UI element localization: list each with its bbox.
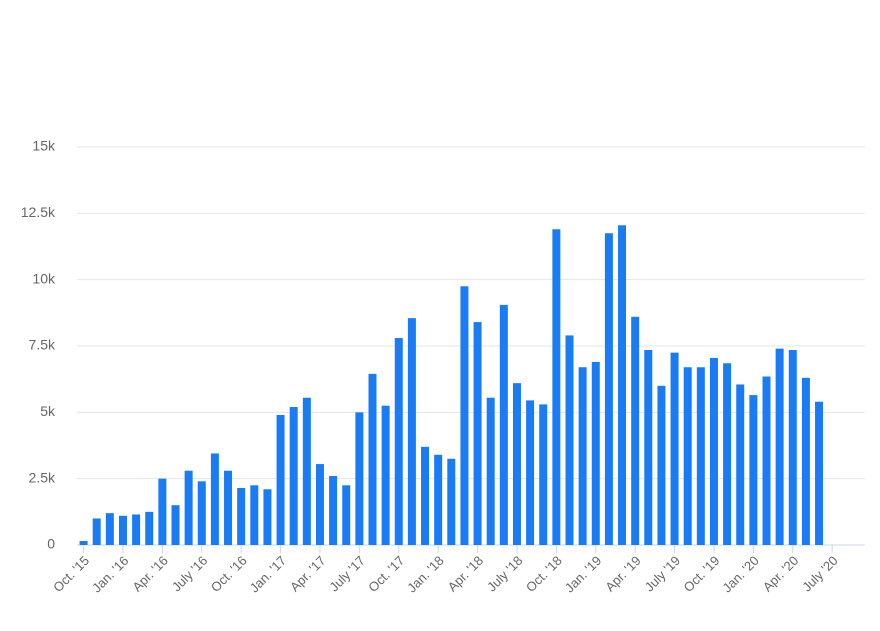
y-tick-label: 5k — [40, 403, 56, 419]
bar — [145, 511, 154, 545]
bar — [421, 446, 430, 545]
bar — [578, 367, 587, 545]
bar — [394, 338, 403, 545]
x-tick-label: July '18 — [484, 553, 525, 594]
x-tick-label: Apr. '18 — [445, 553, 486, 594]
x-tick-label: Oct. '15 — [50, 553, 92, 595]
bar — [499, 304, 508, 545]
bar — [237, 487, 246, 545]
x-tick-label: Apr. '17 — [287, 553, 328, 594]
x-tick-label: Jan. '20 — [719, 553, 762, 596]
bar — [775, 348, 784, 545]
bar — [315, 464, 324, 545]
x-tick-label: Oct. '19 — [681, 553, 723, 595]
x-tick-label: Jan. '17 — [247, 553, 290, 596]
bar — [289, 407, 298, 545]
x-tick-label: July '20 — [799, 553, 840, 594]
bar — [723, 363, 732, 545]
bar — [197, 481, 206, 545]
bar — [512, 383, 521, 545]
y-tick-label: 12.5k — [21, 204, 56, 220]
bar — [473, 322, 482, 545]
bar — [618, 225, 627, 546]
bar — [801, 377, 810, 545]
bar — [118, 515, 127, 545]
x-tick-label: Apr. '20 — [760, 553, 801, 594]
bar — [539, 404, 548, 545]
bar — [683, 367, 692, 545]
bar — [276, 414, 285, 545]
bar — [171, 505, 180, 545]
bar — [815, 401, 824, 545]
x-tick-label: Apr. '19 — [602, 553, 643, 594]
x-tick-label: July '19 — [642, 553, 683, 594]
bar — [342, 485, 351, 545]
y-tick-label: 0 — [47, 536, 55, 552]
bar — [526, 400, 535, 545]
bar — [329, 476, 338, 545]
x-tick-label: Jan. '18 — [404, 553, 447, 596]
bar — [749, 395, 758, 545]
y-tick-label: 7.5k — [29, 337, 56, 353]
bar — [355, 412, 364, 545]
bar — [709, 357, 718, 545]
bar — [631, 316, 640, 545]
bar — [263, 489, 272, 545]
bar — [368, 373, 377, 545]
bar — [486, 397, 495, 545]
bar — [604, 233, 613, 545]
bar — [132, 514, 141, 545]
bar — [670, 352, 679, 545]
bar — [788, 349, 797, 545]
bar — [381, 405, 390, 545]
x-tick-label: July '16 — [169, 553, 210, 594]
bar — [250, 485, 259, 545]
x-tick-label: Oct. '18 — [523, 553, 565, 595]
x-tick-label: Oct. '17 — [365, 553, 407, 595]
y-tick-label: 15k — [32, 138, 56, 154]
bar — [657, 385, 666, 545]
bar — [79, 541, 88, 545]
bar — [460, 286, 469, 545]
bar — [92, 518, 101, 545]
x-tick-label: July '17 — [326, 553, 367, 594]
bar — [552, 229, 561, 545]
y-tick-label: 2.5k — [29, 469, 56, 485]
bar — [591, 361, 600, 545]
bar — [224, 470, 233, 545]
bar — [434, 454, 443, 545]
bar — [644, 349, 653, 545]
bar — [210, 453, 219, 545]
bar — [736, 384, 745, 545]
x-tick-label: Apr. '16 — [129, 553, 170, 594]
bar — [407, 318, 416, 545]
bar — [565, 335, 574, 545]
x-tick-label: Oct. '16 — [208, 553, 250, 595]
x-tick-label: Jan. '19 — [562, 553, 605, 596]
bar — [105, 513, 114, 545]
bar — [762, 376, 771, 545]
bar — [158, 478, 167, 545]
bar — [447, 458, 456, 545]
bar — [302, 397, 311, 545]
bar — [696, 367, 705, 545]
y-tick-label: 10k — [32, 270, 56, 286]
bar — [184, 470, 193, 545]
x-tick-label: Jan. '16 — [89, 553, 132, 596]
